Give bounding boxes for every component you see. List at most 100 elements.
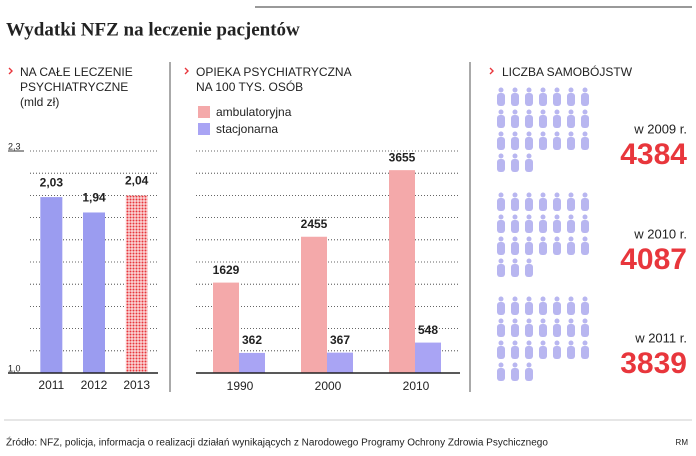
person-icon	[540, 87, 546, 93]
person-icon	[582, 340, 588, 346]
year-label: w 2009 r.	[633, 121, 687, 136]
person-icon	[582, 214, 588, 220]
person-icon	[582, 192, 588, 198]
person-icon	[511, 264, 519, 277]
person-icon	[581, 242, 589, 255]
person-icon	[525, 115, 533, 128]
person-icon	[553, 302, 561, 315]
value-label: 1,94	[82, 191, 106, 205]
person-icon	[512, 109, 518, 115]
person-icon	[512, 87, 518, 93]
person-icon	[568, 192, 574, 198]
person-icon	[525, 198, 533, 211]
person-icon	[498, 192, 504, 198]
markers	[8, 67, 494, 75]
person-icon	[539, 220, 547, 233]
person-icon	[498, 153, 504, 159]
source: Źródło: NFZ, policja, informacja o reali…	[6, 436, 548, 449]
person-icon	[526, 214, 532, 220]
person-icon	[525, 220, 533, 233]
bar	[125, 195, 148, 373]
x-tick-label: 1990	[227, 379, 254, 393]
person-icon	[497, 346, 505, 359]
panel-subtitle: (mld zł)	[20, 95, 60, 109]
person-icon	[498, 109, 504, 115]
y-tick-label: 1,0	[8, 363, 21, 373]
person-icon	[525, 159, 533, 172]
person-icon	[567, 346, 575, 359]
person-icon	[526, 236, 532, 242]
person-icon	[525, 93, 533, 106]
person-icon	[582, 296, 588, 302]
person-icon	[526, 340, 532, 346]
bar	[213, 282, 239, 373]
person-icon	[568, 296, 574, 302]
person-icon	[526, 87, 532, 93]
person-icon	[581, 324, 589, 337]
value-label: 362	[242, 333, 262, 347]
person-icon	[554, 87, 560, 93]
person-icon	[498, 362, 504, 368]
person-icon	[553, 242, 561, 255]
person-icon	[511, 137, 519, 150]
person-icon	[497, 159, 505, 172]
person-icon	[512, 296, 518, 302]
person-icon	[525, 264, 533, 277]
person-icon	[526, 296, 532, 302]
page-title: Wydatki NFZ na leczenie pacjentów	[6, 19, 300, 40]
legend-swatch	[198, 106, 210, 118]
person-icon	[554, 214, 560, 220]
person-icon	[567, 115, 575, 128]
person-icon	[539, 137, 547, 150]
person-icon	[512, 362, 518, 368]
person-icon	[497, 220, 505, 233]
person-icon	[581, 346, 589, 359]
stat-value: 3839	[620, 347, 687, 380]
person-icon	[539, 242, 547, 255]
person-icon	[540, 109, 546, 115]
person-icon	[498, 296, 504, 302]
person-icon	[497, 198, 505, 211]
person-icon	[553, 324, 561, 337]
person-icon	[539, 198, 547, 211]
person-icon	[512, 153, 518, 159]
person-icon	[498, 87, 504, 93]
person-icon	[511, 324, 519, 337]
legend-swatch	[198, 123, 210, 135]
person-icon	[540, 318, 546, 324]
value-label: 1629	[213, 263, 240, 277]
person-icon	[567, 220, 575, 233]
person-icon	[540, 340, 546, 346]
person-icon	[539, 302, 547, 315]
x-tick-label: 2010	[403, 379, 430, 393]
value-label: 367	[330, 333, 350, 347]
person-icon	[553, 346, 561, 359]
person-icon	[498, 214, 504, 220]
person-icon	[512, 340, 518, 346]
person-icon	[526, 131, 532, 137]
person-icon	[526, 192, 532, 198]
person-icon	[498, 340, 504, 346]
person-icon	[554, 109, 560, 115]
person-icon	[568, 340, 574, 346]
person-icon	[540, 214, 546, 220]
panel-title: OPIEKA PSYCHIATRYCZNA NA 100 TYS. OSÓB	[196, 65, 351, 94]
person-icon	[498, 258, 504, 264]
person-icon	[512, 192, 518, 198]
person-icon	[582, 236, 588, 242]
bar	[83, 212, 105, 373]
person-icon	[567, 93, 575, 106]
person-icon	[554, 192, 560, 198]
person-icon	[525, 346, 533, 359]
person-icon	[553, 198, 561, 211]
person-icon	[539, 324, 547, 337]
person-icon	[512, 258, 518, 264]
stat-value: 4384	[620, 138, 687, 171]
person-icon	[498, 131, 504, 137]
person-icon	[512, 318, 518, 324]
bar	[301, 236, 327, 373]
value-label: 548	[418, 323, 438, 337]
person-icon	[539, 93, 547, 106]
person-icon	[526, 258, 532, 264]
person-icon	[497, 93, 505, 106]
